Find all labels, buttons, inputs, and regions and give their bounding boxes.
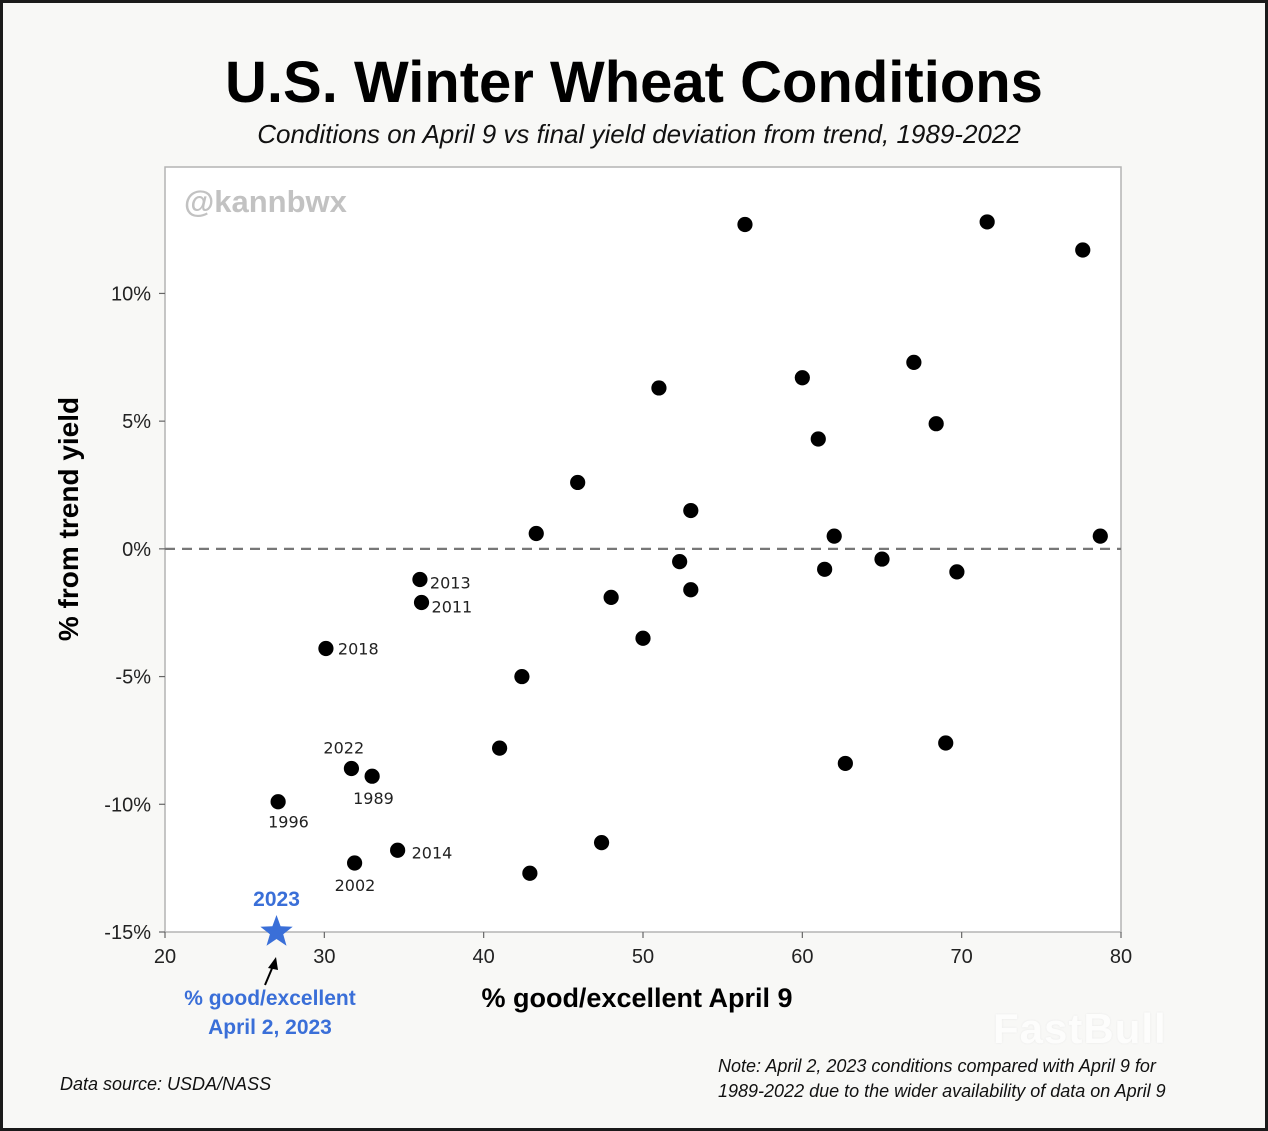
data-point: [270, 794, 286, 810]
footnote-line-2: 1989-2022 due to the wider availability …: [718, 1081, 1166, 1101]
data-point: [1075, 242, 1091, 258]
data-point: [570, 474, 586, 491]
data-point: [837, 755, 853, 772]
data-point: [874, 551, 890, 567]
chart-subtitle: Conditions on April 9 vs final yield dev…: [257, 119, 1021, 149]
data-point: [343, 760, 360, 777]
data-point: [810, 431, 826, 447]
year-label: 1989: [353, 789, 394, 808]
watermark-logo: FastBull: [993, 1005, 1167, 1052]
year-label: 2022: [323, 739, 364, 758]
star-caption-line: % good/excellent: [184, 987, 356, 1010]
data-point: [413, 594, 430, 611]
data-point: [817, 561, 833, 577]
data-point: [347, 855, 363, 871]
data-point: [1092, 528, 1108, 544]
data-source: Data source: USDA/NASS: [60, 1074, 272, 1094]
data-point: [938, 735, 954, 751]
data-point: [672, 554, 688, 570]
y-tick-label: 0%: [122, 539, 151, 561]
data-point: [683, 582, 699, 598]
data-point: [979, 214, 995, 230]
arrow-head: [268, 957, 278, 970]
data-point: [826, 528, 842, 544]
data-point: [737, 216, 753, 233]
year-label: 2011: [432, 598, 473, 617]
data-point: [593, 835, 610, 851]
data-point: [514, 668, 530, 685]
x-tick-label: 50: [632, 946, 654, 968]
y-tick-label: -10%: [104, 794, 151, 816]
footnote: Note: April 2, 2023 conditions compared …: [718, 1054, 1166, 1104]
x-tick-label: 40: [473, 946, 495, 968]
x-tick-label: 20: [154, 946, 176, 968]
x-axis-title: % good/excellent April 9: [481, 983, 792, 1013]
year-label: 1996: [268, 813, 309, 832]
data-point: [390, 842, 406, 858]
data-point: [603, 589, 619, 605]
x-tick-label: 60: [791, 946, 813, 968]
y-tick-label: -5%: [115, 667, 151, 689]
star-2023-label: 2023: [253, 888, 300, 911]
data-point: [364, 768, 380, 784]
data-point: [651, 380, 667, 396]
data-point: [522, 865, 538, 881]
x-tick-label: 30: [313, 946, 335, 968]
star-2023-marker: [260, 915, 293, 946]
x-tick-label: 70: [951, 946, 973, 968]
chart-title: U.S. Winter Wheat Conditions: [225, 50, 1043, 115]
data-point: [318, 640, 334, 657]
y-tick-label: 5%: [122, 411, 151, 433]
x-tick-label: 80: [1110, 946, 1132, 968]
data-point: [528, 525, 544, 542]
arrow-line: [264, 965, 274, 986]
data-point: [928, 416, 944, 432]
year-label: 2014: [412, 843, 453, 862]
data-point: [412, 571, 428, 588]
y-axis-title: % from trend yield: [53, 397, 84, 641]
data-point: [906, 354, 922, 371]
data-point: [683, 502, 699, 519]
year-label: 2018: [338, 639, 379, 658]
data-point: [949, 564, 965, 580]
data-point: [794, 370, 810, 386]
data-point: [635, 630, 651, 646]
year-label: 2002: [335, 876, 376, 895]
y-tick-label: 10%: [111, 283, 151, 305]
data-point: [492, 740, 508, 756]
handle-text: @kannbwx: [184, 184, 348, 219]
star-caption-line: April 2, 2023: [208, 1016, 332, 1039]
year-label: 2013: [430, 574, 471, 593]
y-tick-label: -15%: [104, 922, 151, 944]
footnote-line-1: Note: April 2, 2023 conditions compared …: [718, 1056, 1156, 1076]
